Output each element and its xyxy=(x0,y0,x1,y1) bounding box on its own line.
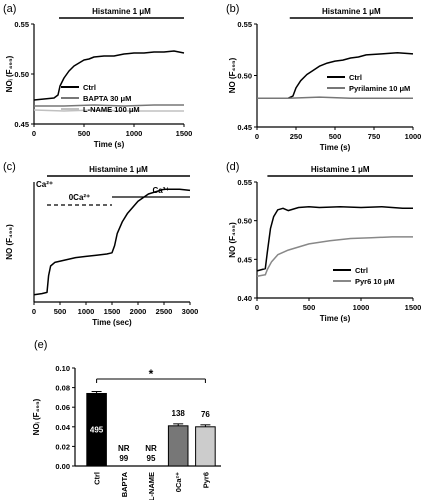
series-line xyxy=(33,50,185,101)
y-tick-label: 0.50 xyxy=(237,217,252,226)
x-tick-label: Pyr6 xyxy=(201,472,210,488)
x-tick-label: 500 xyxy=(54,307,67,316)
series-line xyxy=(257,52,414,99)
x-axis-label: Time (sec) xyxy=(92,318,132,327)
x-tick-label: 0 xyxy=(255,132,259,141)
bar-label: NR xyxy=(145,444,157,453)
y-tick-label: 0.55 xyxy=(237,20,252,29)
panel-3: (d) 0 500 1000 1500 0.40 0.45 0.50 0.55 Time (s) N… xyxy=(226,161,421,323)
x-tick-label: 1000 xyxy=(126,129,143,138)
x-tick-label: 1000 xyxy=(78,307,95,316)
x-tick-label: 500 xyxy=(303,303,316,312)
legend-label: Ctrl xyxy=(349,73,362,82)
panel-label: (a) xyxy=(3,3,16,15)
x-tick-label: 1500 xyxy=(405,303,422,312)
y-tick-label: 0.02 xyxy=(55,442,70,451)
panel-label: (c) xyxy=(3,161,16,173)
legend-label: L-NAME 100 μM xyxy=(83,105,140,114)
x-tick-label: 2000 xyxy=(130,307,147,316)
y-tick-label: 0.00 xyxy=(55,462,70,471)
legend-label: Pyrilamine 10 μM xyxy=(349,84,410,93)
x-axis-label: Time (s) xyxy=(94,140,125,149)
legend-label: Pyr6 10 μM xyxy=(355,277,395,286)
y-axis-label: NOᵢ (F₄₉₅) xyxy=(32,398,41,435)
x-tick-label: 250 xyxy=(290,132,303,141)
legend-label: BAPTA 30 μM xyxy=(83,94,131,103)
y-axis-label: NO (F₄₉₅) xyxy=(228,57,237,93)
y-tick-label: 0.06 xyxy=(55,403,70,412)
annotation-extra-label: Ca²⁺ xyxy=(36,180,53,189)
panel-label: (d) xyxy=(226,161,239,173)
bar-label: 76 xyxy=(201,410,210,419)
series-line xyxy=(33,188,191,296)
series-line xyxy=(256,205,413,272)
annotation-label: Histamine 1 μM xyxy=(92,7,151,16)
x-tick-label: 0 xyxy=(32,129,36,138)
x-tick-label: 1500 xyxy=(176,129,193,138)
x-tick-label: L-NAME xyxy=(147,472,156,500)
series-line xyxy=(34,104,184,107)
bar-label: 138 xyxy=(172,409,186,418)
annotation-label: Histamine 1 μM xyxy=(89,165,148,174)
y-tick-label: 0.08 xyxy=(55,384,70,393)
legend-label: Ctrl xyxy=(83,83,96,92)
annotation-extra-label: 0Ca²⁺ xyxy=(69,193,91,202)
x-tick-label: 1000 xyxy=(353,303,370,312)
y-tick-label: 0.50 xyxy=(14,70,29,79)
y-tick-label: 0.45 xyxy=(237,123,252,132)
y-axis-label: NO (F₄₉₅) xyxy=(5,224,14,260)
bar-label: 95 xyxy=(147,454,156,463)
x-axis-label: Time (s) xyxy=(320,314,351,323)
x-tick-label: 0 xyxy=(255,303,259,312)
x-tick-label: Ctrl xyxy=(93,472,102,485)
y-tick-label: 0.10 xyxy=(55,364,70,373)
legend-label: Ctrl xyxy=(355,266,368,275)
panel-4: (e) 0.00 0.02 0.04 0.06 0.08 0.10 NOᵢ (F₄₉₅) 495… xyxy=(32,339,221,500)
x-tick-label: BAPTA xyxy=(120,471,129,497)
panel-label: (e) xyxy=(34,339,47,351)
panel-label: (b) xyxy=(226,3,239,15)
panel-1: (b) 0 250 500 750 1000 0.45 0.50 0.55 Time (s) NO … xyxy=(226,3,421,152)
bar-label: NR xyxy=(118,444,130,453)
x-tick-label: 0 xyxy=(32,307,36,316)
series-line xyxy=(257,96,413,99)
x-tick-label: 1500 xyxy=(104,307,121,316)
y-axis-label: NOᵢ (F₄₉₅) xyxy=(5,55,14,92)
x-tick-label: 1000 xyxy=(405,132,422,141)
bar-label: 99 xyxy=(119,454,128,463)
x-tick-label: 750 xyxy=(368,132,381,141)
x-tick-label: 3000 xyxy=(182,307,199,316)
series-line xyxy=(33,109,184,112)
bar xyxy=(195,426,216,467)
y-axis-label: NO (F₄₉₅) xyxy=(228,222,237,258)
annotation-label: Histamine 1 μM xyxy=(322,7,381,16)
series-line xyxy=(256,236,413,278)
bar-label: 495 xyxy=(90,426,104,435)
annotation-label: Histamine 1 μM xyxy=(311,165,370,174)
x-tick-label: 2500 xyxy=(156,307,173,316)
x-tick-label: 500 xyxy=(329,132,342,141)
panel-0: (a) 0 500 1000 1500 0.45 0.50 0.55 Time (s) NOᵢ (… xyxy=(3,3,192,149)
y-tick-label: 0.45 xyxy=(237,255,252,264)
y-tick-label: 0.04 xyxy=(55,423,70,432)
y-tick-label: 0.55 xyxy=(237,178,252,187)
y-tick-label: 0.45 xyxy=(14,120,29,129)
panel-2: (c) 0 500 1000 1500 2000 2500 3000 Time (sec) NO … xyxy=(3,161,198,327)
y-tick-label: 0.50 xyxy=(237,72,252,81)
bar xyxy=(167,425,189,467)
x-axis-label: Time (s) xyxy=(320,143,351,152)
y-tick-label: 0.40 xyxy=(237,294,252,303)
significance-marker: * xyxy=(149,367,154,381)
x-tick-label: 0Ca²⁺ xyxy=(174,472,183,492)
y-tick-label: 0.55 xyxy=(14,20,29,29)
x-tick-label: 500 xyxy=(78,129,91,138)
